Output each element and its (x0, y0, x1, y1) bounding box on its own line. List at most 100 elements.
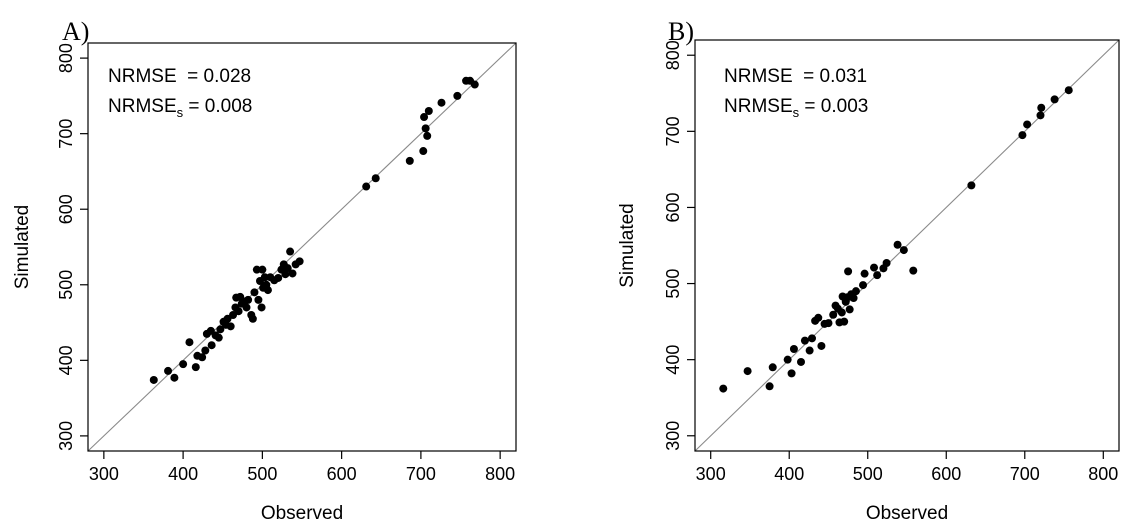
data-point (837, 308, 846, 317)
data-point (1064, 86, 1073, 95)
data-point (283, 264, 292, 273)
data-point (800, 336, 809, 345)
x-tick-label: 300 (696, 464, 726, 484)
data-point (768, 363, 777, 372)
y-tick-label: 600 (56, 194, 76, 224)
data-point (405, 156, 414, 165)
data-point (845, 305, 854, 314)
data-point (250, 288, 259, 297)
y-tick-label: 500 (663, 269, 683, 299)
nrmse-s-annotation: NRMSEs = 0.008 (108, 96, 252, 120)
data-point (362, 182, 371, 191)
data-point (201, 346, 210, 355)
data-point (814, 313, 823, 322)
reference-line (87, 42, 517, 452)
x-axis-title: Observed (261, 503, 343, 524)
reference-line (694, 39, 1120, 452)
data-point (824, 319, 833, 328)
data-point (805, 346, 814, 355)
y-tick-label: 700 (663, 116, 683, 146)
data-point (1050, 95, 1059, 104)
data-point (288, 269, 297, 278)
data-point (242, 303, 251, 312)
data-point (783, 355, 792, 364)
data-point (840, 317, 849, 326)
y-tick-label: 800 (56, 43, 76, 73)
data-point (252, 265, 261, 274)
data-point (423, 131, 432, 140)
y-tick-label: 600 (663, 192, 683, 222)
x-tick-label: 500 (853, 464, 883, 484)
x-tick-label: 600 (327, 464, 357, 484)
data-point (149, 375, 158, 384)
data-point (870, 263, 879, 272)
data-point (207, 341, 216, 350)
data-point (1018, 131, 1027, 140)
data-point (859, 281, 868, 290)
data-point (234, 307, 243, 316)
data-point (967, 181, 976, 190)
x-tick-label: 300 (89, 464, 119, 484)
panel-b: B) 300 400 500 600 700 800 300 400 500 600 700 800 Ob… (617, 17, 1120, 524)
y-tick-label: 300 (56, 421, 76, 451)
data-point (179, 360, 188, 369)
x-tick-label: 400 (774, 464, 804, 484)
nrmse-s-value: = 0.003 (799, 96, 868, 117)
data-point (765, 382, 774, 391)
x-tick-label: 600 (931, 464, 961, 484)
x-tick-label: 700 (406, 464, 436, 484)
nrmse-s-subscript: s (793, 105, 800, 120)
data-point (198, 353, 207, 362)
panel-label: A) (62, 17, 89, 46)
data-point (860, 269, 869, 278)
x-axis-title: Observed (866, 503, 948, 524)
data-point (295, 257, 304, 266)
data-point (263, 286, 272, 295)
data-point (909, 266, 918, 275)
nrmse-s-annotation: NRMSEs = 0.003 (724, 96, 868, 120)
nrmse-s-prefix: NRMSE (724, 96, 793, 117)
data-point (274, 273, 283, 282)
data-point (191, 363, 200, 372)
data-point (257, 303, 266, 312)
nrmse-s-value: = 0.008 (183, 96, 252, 117)
data-point (1037, 103, 1046, 112)
x-tick-label: 800 (485, 464, 515, 484)
data-point (281, 270, 290, 279)
data-point (882, 259, 891, 268)
x-tick-label: 400 (168, 464, 198, 484)
data-point (789, 345, 798, 354)
data-point (371, 174, 380, 183)
data-point (453, 91, 462, 100)
data-point (248, 314, 257, 323)
y-tick-label: 700 (56, 119, 76, 149)
data-point (254, 295, 263, 304)
data-point (849, 294, 858, 303)
y-tick-label: 300 (663, 421, 683, 451)
data-point (421, 124, 430, 133)
x-tick-label: 800 (1088, 464, 1118, 484)
y-axis-title: Simulated (617, 203, 638, 288)
nrmse-s-prefix: NRMSE (108, 96, 177, 117)
data-point (470, 80, 479, 89)
data-point (170, 373, 179, 382)
data-point (260, 273, 269, 282)
data-point (817, 341, 826, 350)
data-point (216, 325, 225, 334)
data-point (420, 113, 429, 122)
data-point (1036, 111, 1045, 120)
data-point (244, 295, 253, 304)
data-point (844, 267, 853, 276)
nrmse-annotation: NRMSE = 0.031 (724, 66, 867, 87)
data-point (419, 147, 428, 156)
data-point (424, 107, 433, 115)
data-point (164, 366, 173, 375)
data-point (185, 338, 194, 347)
panel-label: B) (668, 17, 694, 46)
data-point (286, 247, 295, 256)
y-tick-label: 800 (663, 40, 683, 70)
nrmse-annotation: NRMSE = 0.028 (108, 66, 251, 87)
plot-frame (694, 39, 1120, 452)
data-point (797, 357, 805, 366)
